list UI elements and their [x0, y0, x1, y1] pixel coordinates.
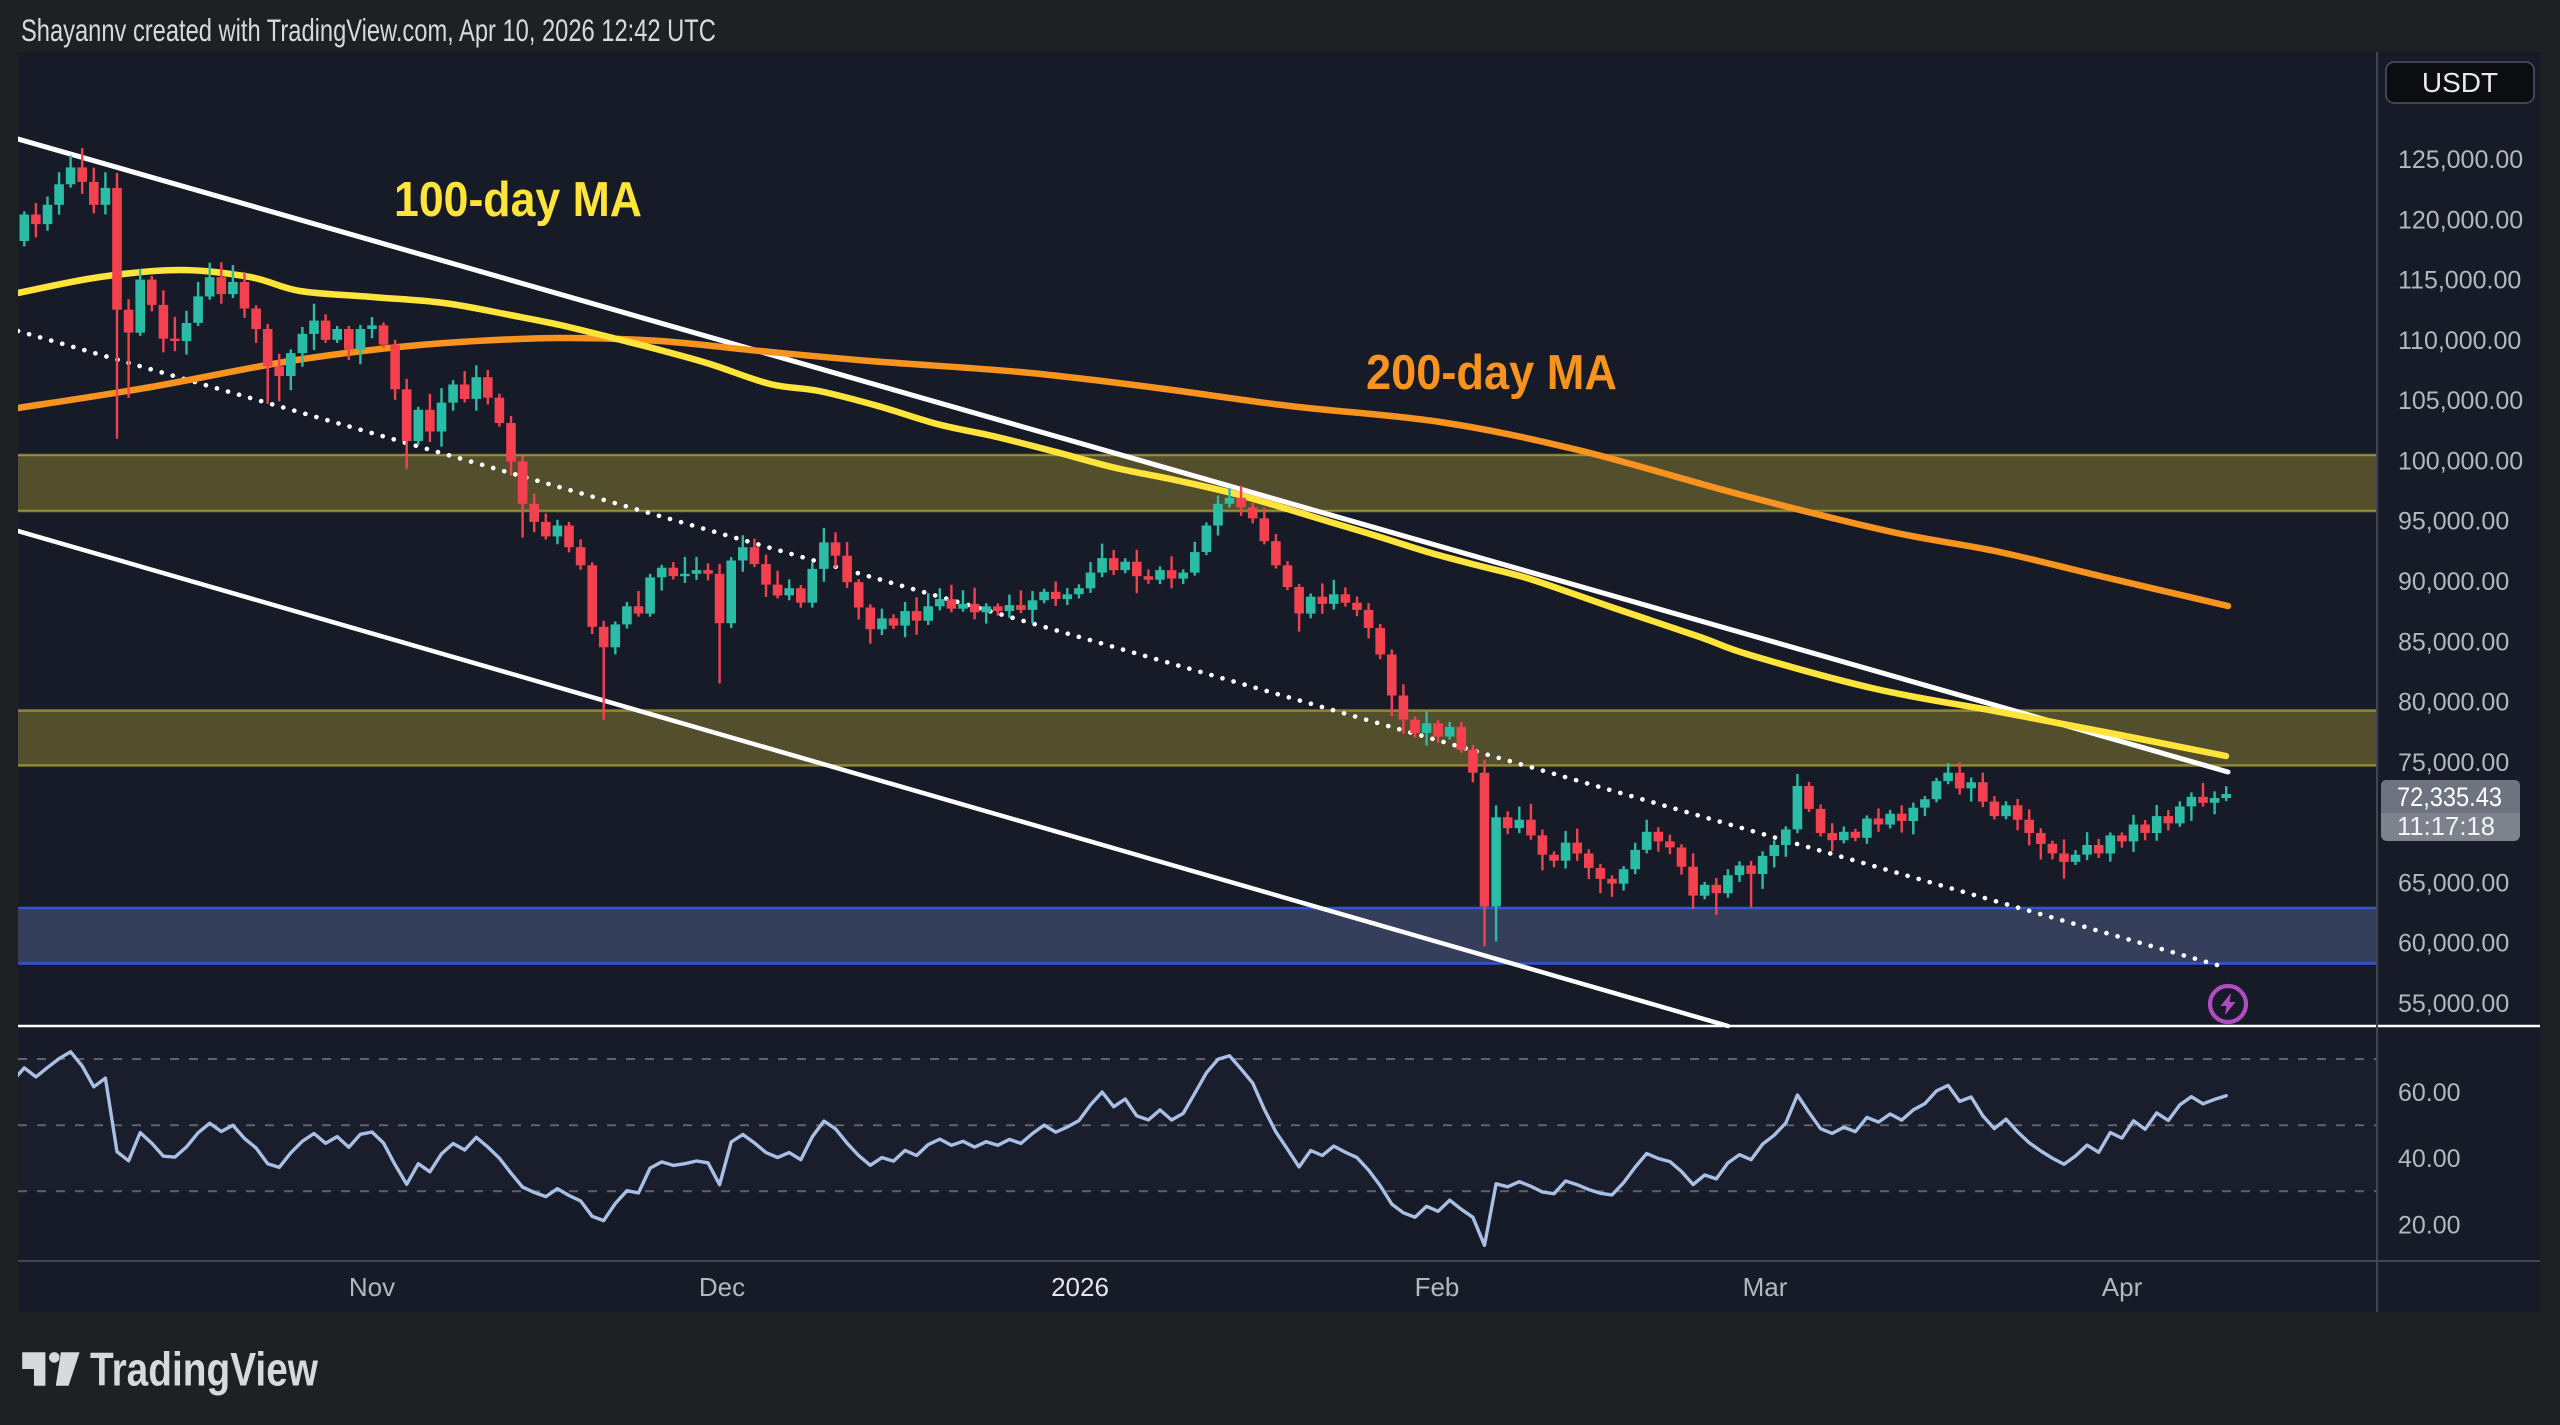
- svg-text:85,000.00: 85,000.00: [2398, 628, 2509, 656]
- svg-text:40.00: 40.00: [2398, 1145, 2461, 1173]
- svg-text:Feb: Feb: [1415, 1272, 1460, 1302]
- svg-text:95,000.00: 95,000.00: [2398, 508, 2509, 536]
- svg-text:60,000.00: 60,000.00: [2398, 930, 2509, 958]
- svg-text:110,000.00: 110,000.00: [2398, 327, 2521, 355]
- svg-text:72,335.43: 72,335.43: [2397, 782, 2502, 812]
- svg-text:55,000.00: 55,000.00: [2398, 990, 2509, 1018]
- svg-text:60.00: 60.00: [2398, 1079, 2461, 1107]
- svg-text:Nov: Nov: [349, 1272, 395, 1302]
- svg-text:Mar: Mar: [1743, 1272, 1788, 1302]
- svg-text:65,000.00: 65,000.00: [2398, 869, 2509, 897]
- svg-text:80,000.00: 80,000.00: [2398, 689, 2509, 717]
- svg-text:75,000.00: 75,000.00: [2398, 749, 2509, 777]
- svg-text:115,000.00: 115,000.00: [2398, 267, 2521, 295]
- svg-text:Dec: Dec: [699, 1272, 745, 1302]
- svg-text:USDT: USDT: [2422, 67, 2498, 98]
- svg-text:100-day MA: 100-day MA: [394, 173, 642, 227]
- svg-text:90,000.00: 90,000.00: [2398, 568, 2509, 596]
- svg-text:100,000.00: 100,000.00: [2398, 447, 2523, 475]
- svg-text:125,000.00: 125,000.00: [2398, 146, 2523, 174]
- svg-text:Apr: Apr: [2102, 1272, 2143, 1302]
- svg-text:200-day MA: 200-day MA: [1366, 346, 1617, 400]
- svg-text:20.00: 20.00: [2398, 1211, 2461, 1239]
- svg-text:TradingView: TradingView: [90, 1348, 318, 1396]
- svg-text:11:17:18: 11:17:18: [2397, 811, 2495, 841]
- svg-text:2026: 2026: [1051, 1272, 1109, 1302]
- svg-text:105,000.00: 105,000.00: [2398, 387, 2523, 415]
- svg-text:120,000.00: 120,000.00: [2398, 206, 2523, 234]
